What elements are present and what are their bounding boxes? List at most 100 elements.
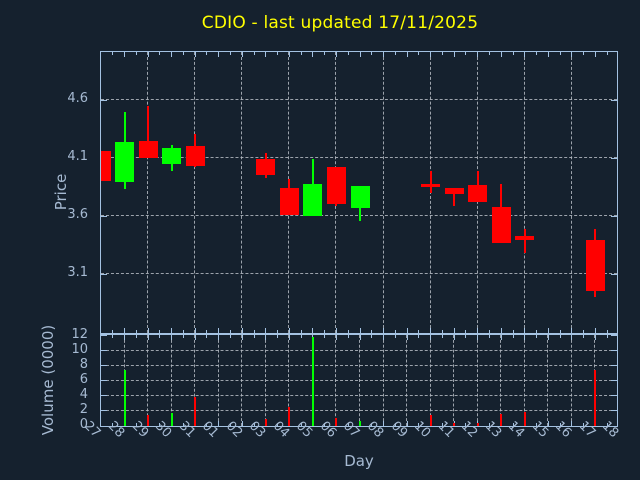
x-tick-mark [477,52,479,57]
x-tick-mark [218,421,220,426]
x-minor-tick-mark [418,423,420,426]
volume-bar [123,370,126,426]
volume-gridline-x [570,335,572,426]
x-tick-mark [383,335,385,340]
x-tick-mark [171,335,173,340]
x-minor-tick-mark [606,52,608,55]
x-tick-mark [477,335,479,340]
x-tick-mark [383,421,385,426]
y-tick-mark [611,99,617,101]
candle-body [303,183,323,216]
x-minor-tick-mark [441,335,443,338]
volume-tick-mark [611,425,617,426]
volume-gridline-x [500,335,502,426]
x-tick-mark [147,335,149,340]
x-minor-tick-mark [347,52,349,55]
x-tick-mark [288,328,290,333]
x-tick-mark [218,328,220,333]
candle-body [468,184,488,203]
x-tick-mark [312,328,314,333]
x-minor-tick-mark [112,330,114,333]
x-minor-tick-mark [441,330,443,333]
x-minor-tick-mark [536,423,538,426]
x-minor-tick-mark [159,330,161,333]
price-tick-label: 4.6 [67,91,88,107]
candle-body [162,147,182,164]
x-tick-mark [147,328,149,333]
x-minor-tick-mark [489,52,490,55]
price-axis-title: Price [52,173,70,211]
x-minor-tick-mark [512,52,514,55]
x-tick-mark [335,328,337,333]
volume-bar [453,423,456,426]
x-minor-tick-mark [112,335,114,338]
volume-bar [311,337,314,426]
x-minor-tick-mark [182,330,184,333]
y-tick-mark [611,157,617,159]
volume-tick-mark [611,380,617,382]
volume-tick-mark [101,380,107,382]
price-tick-label: 3.1 [67,265,88,281]
x-minor-tick-mark [135,52,137,55]
x-tick-mark [124,328,126,333]
volume-tick-mark [101,425,107,426]
x-tick-mark [524,52,526,57]
x-tick-mark [453,52,455,57]
volume-gridline-x [547,335,549,426]
x-tick-mark [383,328,385,333]
y-tick-mark [611,215,617,217]
volume-tick-mark [101,350,107,352]
x-minor-tick-mark [512,423,514,426]
x-minor-tick-mark [559,423,561,426]
x-minor-tick-mark [606,335,608,338]
volume-gridline-x [288,335,290,426]
x-tick-mark [265,52,267,57]
volume-tick-mark [101,365,107,367]
x-tick-mark [218,52,220,57]
x-minor-tick-mark [394,423,396,426]
x-minor-tick-mark [347,330,349,333]
y-tick-mark [101,215,107,217]
x-minor-tick-mark [441,52,443,55]
x-tick-mark [218,335,220,340]
x-tick-mark [430,335,432,340]
price-gridline-x [241,52,243,333]
x-tick-mark [453,335,455,340]
x-tick-mark [547,421,549,426]
volume-tick-label: 8 [79,356,88,372]
x-minor-tick-mark [206,330,208,333]
x-minor-tick-mark [300,52,302,55]
candle-body [515,235,535,241]
x-tick-mark [124,52,126,57]
x-minor-tick-mark [583,52,585,55]
volume-bar [288,407,291,426]
x-tick-mark [524,328,526,333]
volume-bar [476,422,479,426]
y-tick-mark [101,273,107,275]
candle-body [279,188,299,215]
x-minor-tick-mark [277,330,279,333]
candle-body [350,185,370,208]
x-minor-tick-mark [559,335,561,338]
volume-tick-mark [611,335,617,337]
x-minor-tick-mark [465,330,467,333]
x-minor-tick-mark [253,52,255,55]
price-panel [100,51,618,334]
volume-gridline-x [359,335,360,426]
x-minor-tick-mark [112,423,114,426]
x-minor-tick-mark [394,330,396,333]
x-minor-tick-mark [489,335,490,338]
x-minor-tick-mark [583,330,585,333]
x-tick-mark [430,328,432,333]
volume-tick-label: 12 [71,326,88,342]
price-tick-label: 4.1 [67,149,88,165]
volume-tick-mark [611,410,617,412]
x-minor-tick-mark [418,52,420,55]
x-tick-mark [312,52,314,57]
x-minor-tick-mark [206,335,208,338]
volume-gridline-x [147,335,149,426]
x-minor-tick-mark [583,335,585,338]
x-tick-mark [571,335,573,340]
candle-wick [147,105,150,158]
